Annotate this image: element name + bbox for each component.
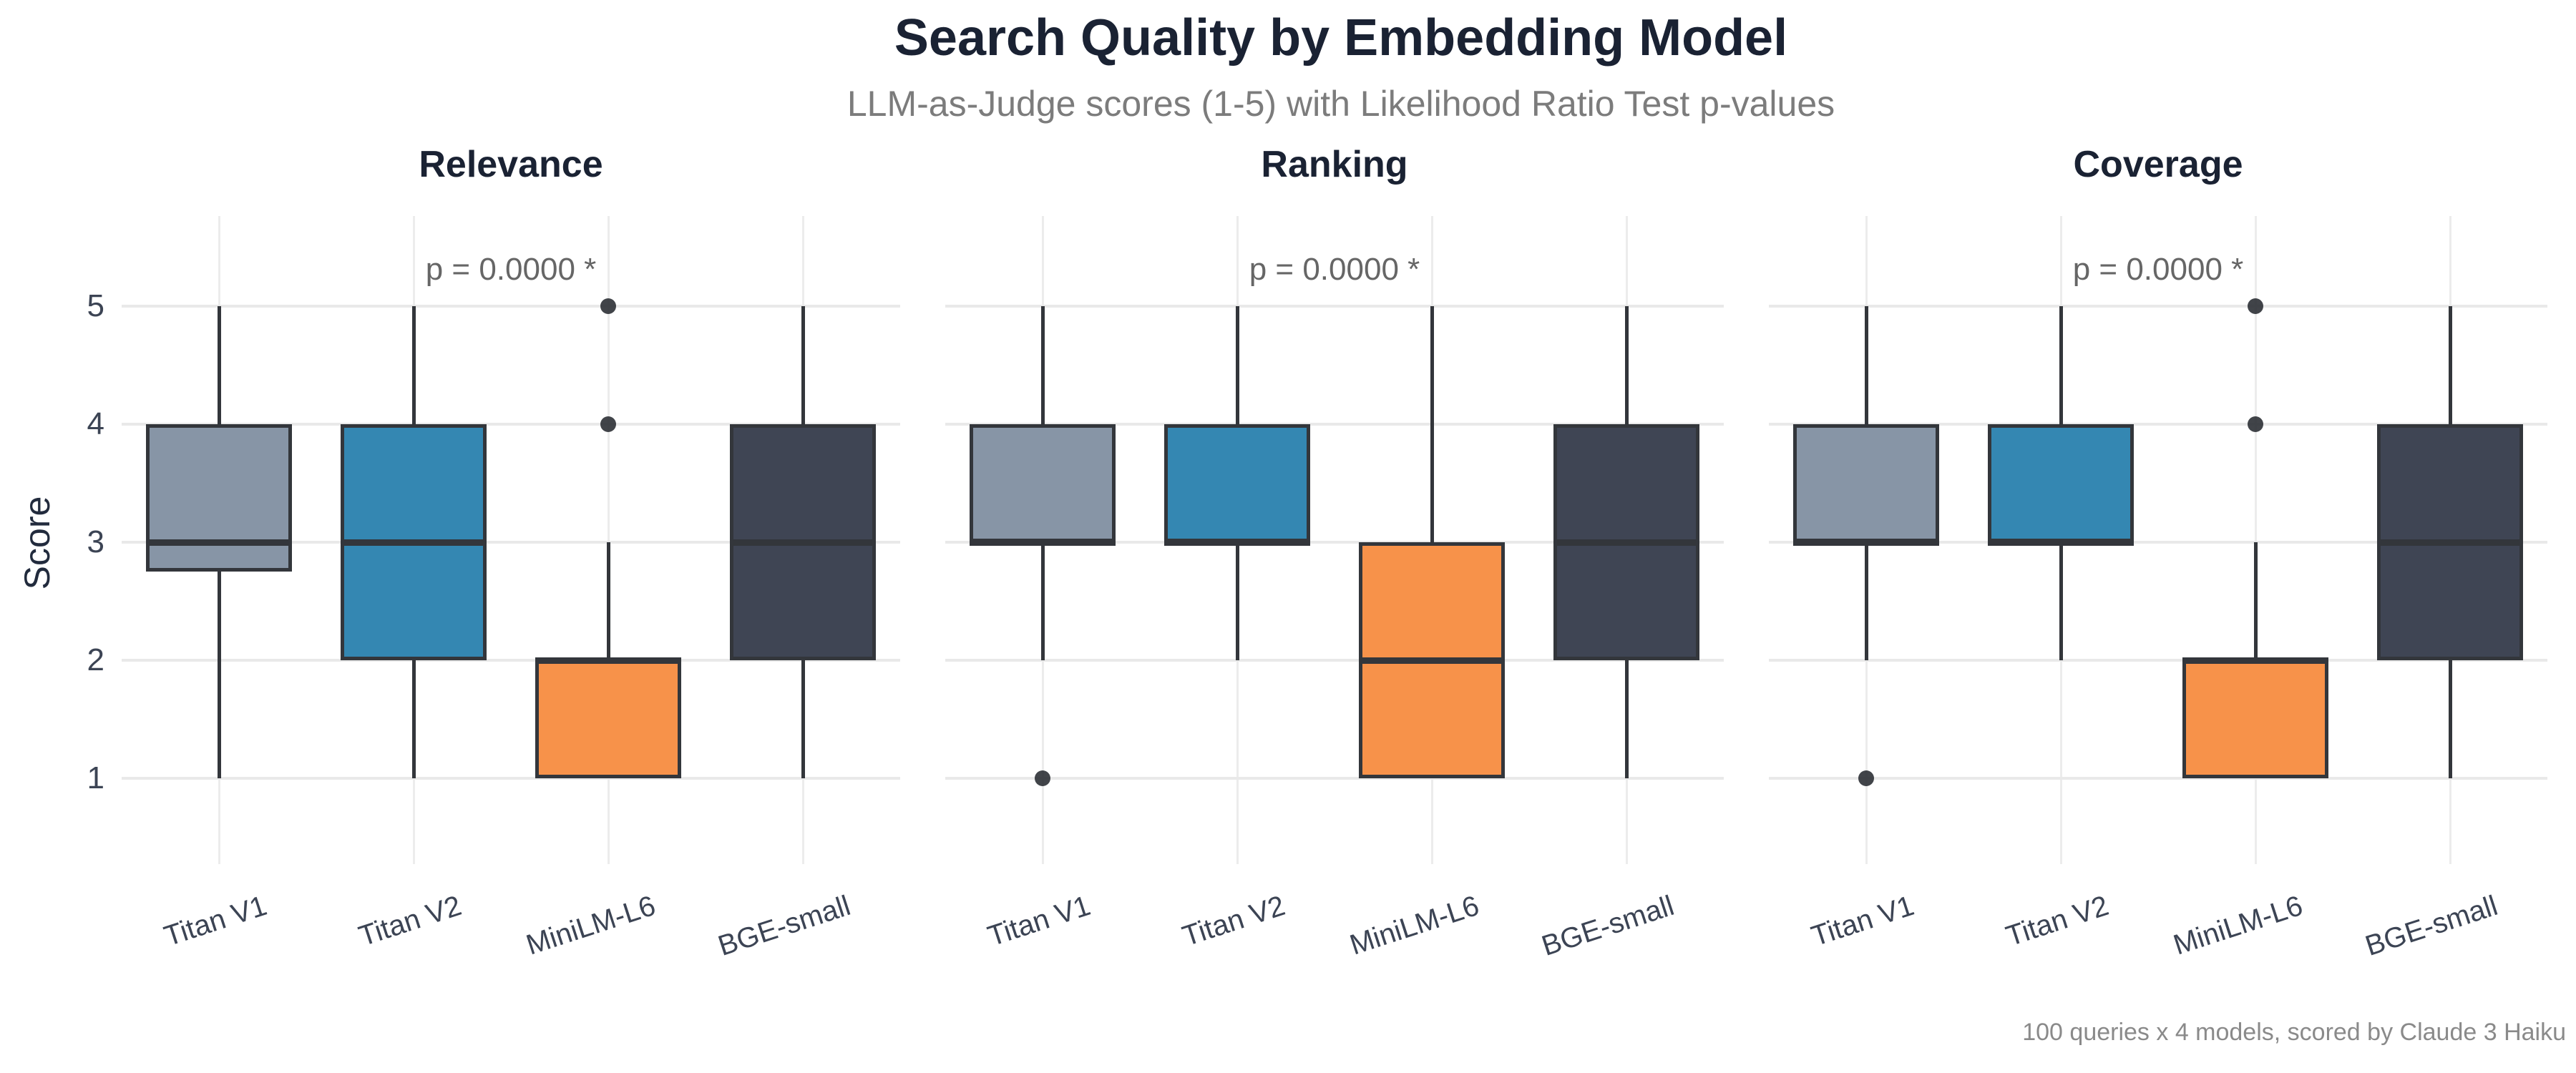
y-tick-label-5: 5: [87, 288, 104, 323]
gridline-horizontal: [945, 423, 1724, 426]
boxplot-whisker-lower: [1624, 660, 1629, 778]
chart-subtitle: LLM-as-Judge scores (1-5) with Likelihoo…: [847, 84, 1835, 124]
chart-title: Search Quality by Embedding Model: [894, 9, 1788, 67]
boxplot-median: [535, 657, 681, 664]
boxplot-whisker-upper: [1864, 306, 1868, 424]
boxplot-whisker-upper: [1430, 306, 1434, 542]
boxplot-median: [970, 539, 1116, 546]
facet-panel-ranking: Ranking p = 0.0000 * Titan V1 Titan V2 MiniL…: [945, 0, 1724, 1073]
x-tick-label-bge-small: BGE-small: [1538, 890, 1678, 962]
boxplot-whisker-lower: [1235, 542, 1239, 660]
boxplot-whisker-upper: [411, 306, 416, 424]
gridline-horizontal: [122, 423, 900, 426]
boxplot-median: [341, 539, 487, 546]
gridline-horizontal: [945, 305, 1724, 308]
boxplot-whisker-lower: [1040, 542, 1045, 660]
outlier-dot: [1858, 770, 1874, 786]
x-tick-label-bge-small: BGE-small: [2361, 890, 2502, 962]
y-tick-label-1: 1: [87, 760, 104, 795]
facet-panel-coverage: Coverage p = 0.0000 * Titan V1 Titan V2 Mini…: [1769, 0, 2547, 1073]
boxplot-median: [1793, 539, 1939, 546]
boxplot-median: [2377, 539, 2523, 546]
gridline-horizontal: [945, 777, 1724, 780]
gridline-horizontal: [1769, 305, 2547, 308]
boxplot-whisker-lower: [217, 572, 221, 778]
boxplot-box-titan-v1: [970, 424, 1116, 542]
x-tick-label-minilm-l6: MiniLM-L6: [2170, 890, 2307, 961]
boxplot-whisker-upper: [2059, 306, 2063, 424]
boxplot-whisker-lower: [1864, 542, 1868, 660]
facet-panel-relevance: Relevance p = 0.0000 * Titan V1 Titan V2 Min…: [122, 0, 900, 1073]
boxplot-whisker-upper: [2253, 542, 2258, 660]
outlier-dot: [2248, 298, 2263, 314]
x-tick-label-titan-v2: Titan V2: [2001, 890, 2112, 953]
boxplot-median: [1164, 539, 1310, 546]
outlier-dot: [600, 298, 616, 314]
x-tick-label-titan-v2: Titan V2: [1178, 890, 1289, 953]
x-tick-label-bge-small: BGE-small: [714, 890, 854, 962]
facet-title: Coverage: [2073, 144, 2243, 185]
gridline-horizontal: [122, 541, 900, 544]
y-tick-label-4: 4: [87, 406, 104, 441]
x-tick-label-minilm-l6: MiniLM-L6: [1346, 890, 1483, 961]
gridline-horizontal: [1769, 541, 2547, 544]
boxplot-whisker-upper: [606, 542, 610, 660]
x-tick-label-minilm-l6: MiniLM-L6: [522, 890, 660, 961]
boxplot-box-titan-v2: [1988, 424, 2134, 542]
gridline-vertical: [607, 216, 610, 864]
facet-title: Ranking: [1261, 144, 1408, 185]
gridline-horizontal: [1769, 777, 2547, 780]
boxplot-whisker-lower: [801, 660, 805, 778]
boxplot-median: [1553, 539, 1699, 546]
boxplot-median: [1359, 657, 1505, 664]
boxplot-median: [146, 539, 292, 546]
gridline-horizontal: [1769, 423, 2547, 426]
p-value-annotation: p = 0.0000 *: [1249, 252, 1420, 287]
chart-caption: 100 queries x 4 models, scored by Claude…: [2022, 1019, 2566, 1046]
x-tick-label-titan-v2: Titan V2: [354, 890, 465, 953]
x-tick-label-titan-v1: Titan V1: [160, 890, 270, 953]
outlier-dot: [600, 416, 616, 432]
gridline-horizontal: [945, 659, 1724, 662]
p-value-annotation: p = 0.0000 *: [2072, 252, 2244, 287]
boxplot-whisker-upper: [801, 306, 805, 424]
boxplot-box-titan-v2: [1164, 424, 1310, 542]
gridline-horizontal: [122, 305, 900, 308]
boxplot-box-titan-v1: [146, 424, 292, 572]
y-tick-label-2: 2: [87, 642, 104, 677]
boxplot-whisker-upper: [1040, 306, 1045, 424]
gridline-horizontal: [122, 777, 900, 780]
boxplot-median: [730, 539, 876, 546]
boxplot-whisker-lower: [411, 660, 416, 778]
boxplot-whisker-upper: [1624, 306, 1629, 424]
gridline-vertical: [2254, 216, 2257, 864]
boxplot-whisker-upper: [1235, 306, 1239, 424]
y-tick-label-3: 3: [87, 524, 104, 559]
facet-title: Relevance: [419, 144, 603, 185]
x-tick-label-titan-v1: Titan V1: [983, 890, 1094, 953]
gridline-horizontal: [1769, 659, 2547, 662]
boxplot-median: [2182, 657, 2328, 664]
boxplot-whisker-lower: [2059, 542, 2063, 660]
x-tick-label-titan-v1: Titan V1: [1807, 890, 1918, 953]
boxplot-whisker-upper: [2448, 306, 2452, 424]
boxplot-whisker-lower: [2448, 660, 2452, 778]
gridline-horizontal: [945, 541, 1724, 544]
boxplot-box-minilm-l6: [2182, 660, 2328, 778]
boxplot-whisker-upper: [217, 306, 221, 424]
outlier-dot: [1035, 770, 1050, 786]
boxplot-box-titan-v1: [1793, 424, 1939, 542]
boxplot-box-minilm-l6: [535, 660, 681, 778]
outlier-dot: [2248, 416, 2263, 432]
p-value-annotation: p = 0.0000 *: [425, 252, 597, 287]
gridline-horizontal: [122, 659, 900, 662]
boxplot-median: [1988, 539, 2134, 546]
